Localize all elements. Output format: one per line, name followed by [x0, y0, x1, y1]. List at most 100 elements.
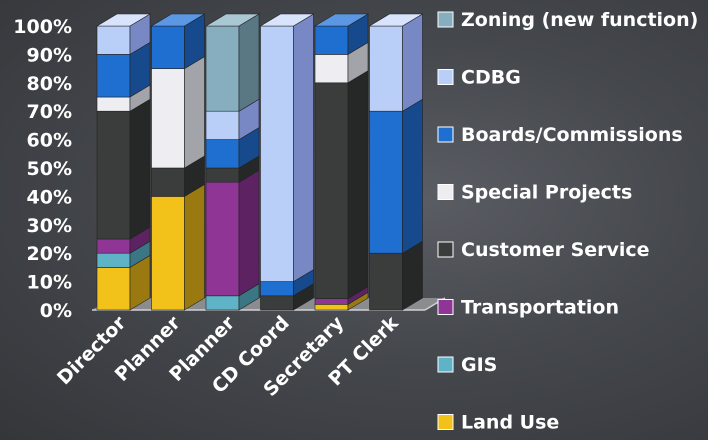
bar-segment-transportation [205, 169, 260, 297]
y-tick-label: 50% [27, 158, 72, 180]
legend-label: Special Projects [461, 182, 632, 204]
bar-segment-gis [96, 240, 151, 268]
bar-segment-front [151, 68, 185, 169]
legend-item-land-use: Land Use [437, 412, 559, 434]
chart-legend: Zoning (new function) CDBG Boards/Commissi… [437, 9, 698, 434]
legend-item-boards-commissions: Boards/Commissions [437, 124, 683, 146]
y-tick-label: 80% [27, 73, 72, 95]
legend-label: Land Use [461, 412, 559, 434]
bar-segment-boards-commissions [369, 98, 423, 254]
bar-segment-boards-commissions [205, 127, 260, 169]
legend-swatch [437, 184, 454, 200]
bar-segment-customer-service [369, 240, 423, 311]
legend-label: Zoning (new function) [461, 9, 698, 31]
bar-segment-land-use [151, 183, 205, 311]
legend-swatch [437, 11, 454, 28]
bar-segment-front [205, 167, 240, 183]
bar-segment-cdbg [260, 13, 314, 283]
bar-segment-front [205, 295, 240, 311]
bar-segment-customer-service [151, 155, 205, 197]
y-tick-label: 40% [27, 186, 72, 208]
legend-swatch [437, 299, 454, 315]
bar-segment-front [96, 54, 131, 98]
bar-segment-customer-service [96, 98, 151, 240]
bar-top-face [95, 13, 152, 27]
bar-segment-special-projects [151, 56, 205, 169]
bar-segment-side [402, 13, 423, 112]
bar-secretary-5 [313, 13, 370, 311]
bar-top-face [259, 13, 315, 27]
legend-item-customer-service: Customer Service [437, 239, 650, 261]
bar-segment-customer-service [205, 155, 260, 183]
bar-segment-front [96, 252, 131, 268]
bar-segment-front [96, 238, 131, 254]
y-tick-label: 100% [13, 16, 72, 38]
y-tick-label: 90% [27, 44, 72, 66]
legend-item-special-projects: Special Projects [437, 182, 632, 204]
bar-segment-front [151, 196, 185, 311]
bar-segment-side [347, 70, 369, 300]
y-tick-label: 20% [27, 243, 72, 265]
bar-segment-side [293, 13, 314, 283]
bar-segment-side [238, 169, 260, 297]
y-tick-label: 30% [27, 215, 72, 237]
bar-segment-boards-commissions [314, 13, 369, 55]
bar-segment-front [314, 25, 349, 55]
bar-segment-boards-commissions [260, 269, 314, 297]
bar-segment-front [369, 110, 403, 254]
bar-segment-land-use [96, 254, 151, 311]
bar-segment-front [314, 298, 349, 305]
bar-segment-front [205, 25, 240, 112]
bar-segment-front [314, 304, 349, 311]
y-axis-tick-labels: 0% 10% 20% 30% 40% 50% 60% 70% 80% 90% 100% [13, 16, 72, 322]
legend-swatch [437, 69, 454, 85]
y-tick-label: 60% [27, 130, 72, 152]
legend-label: Boards/Commissions [461, 124, 683, 146]
bar-planner-2 [150, 13, 206, 311]
bar-segment-front [369, 252, 403, 311]
bar-segment-zoning-new-function [205, 13, 260, 112]
bar-segment-front [96, 25, 131, 55]
bar-cd-coord-4 [259, 13, 315, 311]
y-tick-label: 10% [27, 272, 72, 294]
y-tick-label: 70% [27, 101, 72, 123]
legend-label: Customer Service [461, 239, 650, 261]
legend-swatch [437, 241, 454, 258]
bar-segment-front [96, 110, 131, 240]
bar-segment-front [205, 181, 240, 297]
legend-item-zoning-new-function: Zoning (new function) [437, 9, 698, 31]
bar-segment-front [314, 54, 349, 84]
legend-swatch [437, 414, 454, 430]
bar-segment-front [260, 281, 294, 297]
bar-segment-cdbg [205, 98, 260, 141]
bar-segment-boards-commissions [151, 13, 205, 70]
bar-segment-special-projects [314, 41, 369, 84]
bar-segment-side [129, 98, 151, 240]
bar-segment-side [238, 13, 260, 112]
bar-planner-3 [204, 13, 261, 311]
legend-label: Transportation [461, 297, 619, 319]
bar-segment-side [184, 56, 205, 169]
bar-segment-front [151, 25, 185, 69]
bar-segment-front [369, 25, 403, 112]
bar-segment-side [402, 98, 423, 254]
chart-bars [95, 13, 424, 311]
bar-segment-customer-service [314, 70, 369, 300]
legend-label: CDBG [461, 67, 521, 89]
bar-segment-boards-commissions [96, 41, 151, 98]
bar-director-1 [95, 13, 152, 311]
bar-segment-side [184, 183, 205, 311]
legend-swatch [437, 126, 454, 143]
legend-item-gis: GIS [437, 354, 497, 376]
legend-swatch [437, 356, 454, 373]
bar-top-face [313, 13, 370, 27]
legend-item-cdbg: CDBG [437, 67, 521, 89]
bar-segment-front [260, 295, 294, 311]
bar-segment-cdbg [369, 13, 423, 112]
bar-segment-front [205, 139, 240, 169]
bar-segment-front [205, 110, 240, 140]
bar-top-face [204, 13, 261, 27]
bar-pt-clerk-6 [368, 13, 424, 311]
y-tick-label: 0% [40, 300, 72, 322]
